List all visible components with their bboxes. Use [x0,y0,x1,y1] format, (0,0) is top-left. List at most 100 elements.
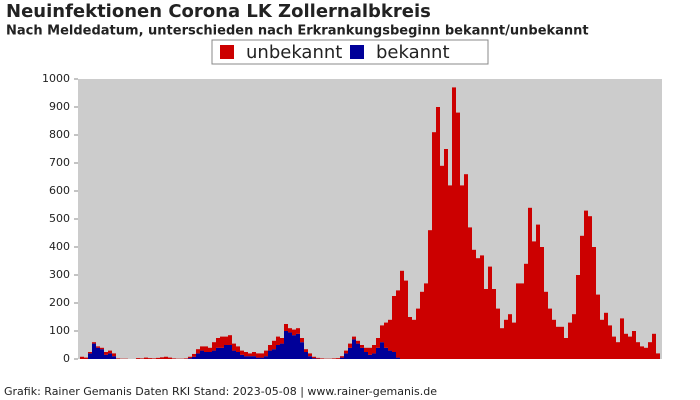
bar-segment [356,343,360,359]
bar-segment [360,347,364,359]
bar-segment [352,339,356,359]
y-tick-label: 900 [49,100,70,113]
bar-segment [224,336,228,345]
bar-segment [236,346,240,352]
bar-segment [456,112,460,359]
bar-segment [104,354,108,359]
bar-segment [616,342,620,359]
bar-segment [256,353,260,358]
bar-segment [300,342,304,359]
bar-segment [400,270,404,359]
bar-segment [420,291,424,359]
y-tick-label: 200 [49,296,70,309]
bar-segment [108,350,112,354]
bar-segment [188,356,192,359]
bar-segment [444,149,448,359]
bar-segment [396,290,400,358]
y-tick-label: 800 [49,128,70,141]
bar-segment [208,352,212,359]
bar-segment [628,336,632,359]
bar-segment [340,357,344,359]
bar-segment [184,358,188,359]
bar-segment [448,185,452,359]
bar-segment [220,336,224,348]
bar-segment [344,350,348,354]
bar-segment [372,345,376,354]
bar-segment [312,358,316,359]
bar-segment [192,356,196,359]
y-tick-label: 700 [49,156,70,169]
bar-segment [88,352,92,354]
bar-segment [436,107,440,359]
bar-segment [228,345,232,359]
bar-segment [188,358,192,359]
bar-segment [224,345,228,359]
bar-segment [304,352,308,359]
bar-segment [264,350,268,357]
bar-segment [620,318,624,359]
bar-segment [264,356,268,359]
bar-segment [160,357,164,359]
bar-segment [372,353,376,359]
bar-segment [312,356,316,359]
bar-segment [596,294,600,359]
bar-segment [232,343,236,351]
bar-segment [568,322,572,359]
bar-segment [108,353,112,359]
bar-segment [360,345,364,348]
bar-segment [240,350,244,355]
legend-swatch [350,45,364,59]
bar-segment [352,336,356,340]
bar-segment [308,353,312,357]
bar-segment [172,358,176,359]
bar-segment [416,308,420,359]
bar-segment [252,356,256,359]
bar-segment [364,347,368,352]
bar-segment [644,347,648,359]
bar-segment [284,331,288,359]
bar-segment [196,353,200,359]
y-tick-label: 500 [49,212,70,225]
bar-segment [156,357,160,359]
bar-segment [260,353,264,358]
bar-segment [212,350,216,359]
bar-segment [244,356,248,359]
bar-segment [304,349,308,352]
bar-segment [624,333,628,359]
bar-segment [544,291,548,359]
bar-segment [244,352,248,357]
bar-segment [116,358,120,359]
bar-segment [464,174,468,359]
bar-segment [440,165,444,359]
bar-segment [152,358,156,359]
bar-segment [288,328,292,333]
bar-segment [248,353,252,357]
y-tick-label: 600 [49,184,70,197]
bar-segment [632,331,636,359]
bar-segment [204,346,208,352]
bar-segment [300,338,304,343]
bar-segment [96,347,100,359]
bar-segment [228,335,232,345]
bar-segment [356,340,360,344]
bar-segment [208,347,212,352]
bar-segment [100,347,104,350]
bar-segment [472,249,476,359]
bar-segment [612,336,616,359]
y-tick-label: 1000 [42,72,70,85]
bar-segment [532,241,536,359]
bar-segment [500,328,504,359]
bar-segment [480,255,484,359]
bar-segment [652,333,656,359]
bar-segment [556,326,560,359]
y-tick-label: 100 [49,324,70,337]
bar-segment [392,352,396,359]
bar-segment [136,358,140,359]
bar-segment [528,207,532,359]
bar-segment [200,346,204,351]
bar-segment [388,319,392,351]
bar-segment [404,280,408,359]
bar-segment [112,356,116,359]
bar-segment [268,345,272,351]
bar-segment [408,317,412,359]
